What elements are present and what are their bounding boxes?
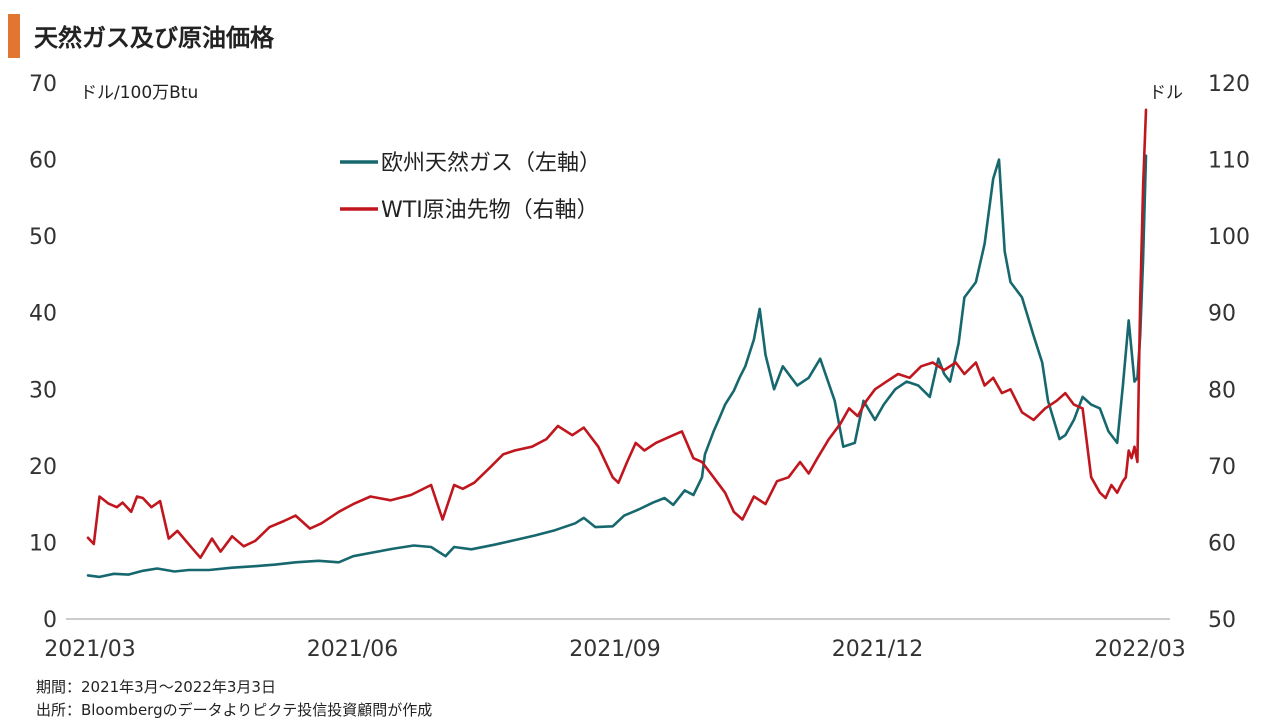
x-tick-label: 2021/09: [569, 637, 660, 662]
title-accent-bar: [8, 14, 20, 58]
source-note: 出所：Bloombergのデータよりピクテ投信投資顧問が作成: [36, 701, 433, 719]
y-right-tick-label: 90: [1208, 302, 1236, 327]
x-tick-label: 2022/03: [1094, 637, 1185, 662]
y-right-tick-label: 80: [1208, 378, 1236, 403]
y-right-unit-label: ドル: [1149, 83, 1183, 103]
y-left-unit-label: ドル/100万Btu: [80, 83, 198, 103]
y-left-tick-label: 30: [29, 378, 57, 403]
y-right-tick-label: 60: [1208, 531, 1236, 556]
wti-series-line: [86, 108, 1148, 560]
y-right-tick-label: 70: [1208, 455, 1236, 480]
y-left-tick-label: 0: [43, 608, 57, 633]
y-right-tick-label: 100: [1208, 225, 1250, 250]
legend-label: 欧州天然ガス（左軸）: [381, 151, 601, 176]
y-right-tick-label: 50: [1208, 608, 1236, 633]
y-right-tick-label: 120: [1208, 72, 1250, 97]
x-tick-label: 2021/03: [44, 637, 135, 662]
y-left-tick-label: 70: [29, 72, 57, 97]
y-left-tick-label: 10: [29, 531, 57, 556]
y-left-tick-label: 50: [29, 225, 57, 250]
y-left-tick-label: 60: [29, 149, 57, 174]
x-tick-label: 2021/06: [307, 637, 398, 662]
x-tick-label: 2021/12: [832, 637, 923, 662]
page-title: 天然ガス及び原油価格: [34, 24, 274, 52]
series-layer: [86, 108, 1148, 579]
price-chart: 0 10 20 30 40 50 60 70 50 60 70 80 90 100 110 120 ドル/100…: [29, 72, 1250, 662]
period-note: 期間：2021年3月～2022年3月3日: [36, 678, 276, 696]
axes-layer: 0 10 20 30 40 50 60 70 50 60 70 80 90 100 110 120 ドル/100…: [29, 72, 1250, 662]
y-right-tick-label: 110: [1208, 149, 1250, 174]
legend-label: WTI原油先物（右軸）: [381, 198, 599, 223]
y-left-tick-label: 40: [29, 302, 57, 327]
y-left-tick-label: 20: [29, 455, 57, 480]
gas-series-line: [86, 154, 1148, 579]
legend: 欧州天然ガス（左軸） WTI原油先物（右軸）: [340, 151, 601, 223]
